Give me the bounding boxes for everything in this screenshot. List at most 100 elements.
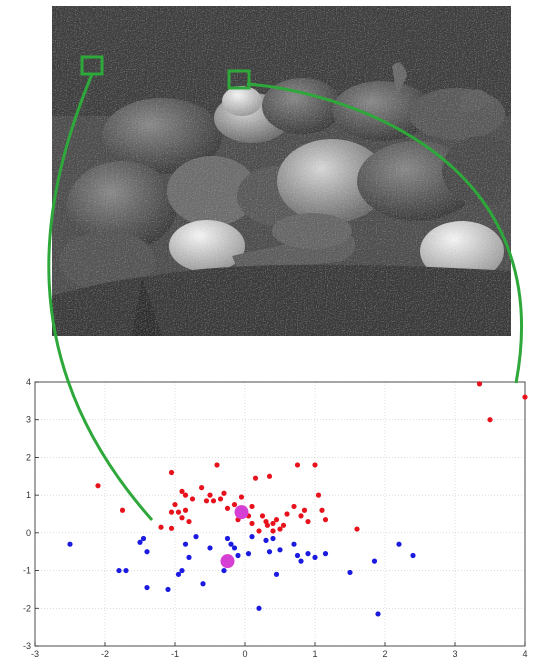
data-point-series-2 — [396, 541, 402, 547]
data-point-series-1 — [168, 525, 175, 531]
data-point-series-1 — [182, 492, 189, 498]
data-point-series-2 — [291, 541, 297, 547]
data-point-series-2 — [245, 551, 252, 557]
x-tick-label: 3 — [452, 649, 457, 659]
peppers-illustration — [52, 6, 511, 336]
data-point-series-1 — [476, 381, 483, 387]
data-point-series-3 — [234, 505, 249, 520]
data-point-series-2 — [298, 558, 304, 564]
data-point-series-1 — [252, 475, 259, 481]
data-point-series-1 — [158, 524, 164, 530]
x-tick-label: -3 — [31, 649, 39, 659]
data-point-series-1 — [280, 522, 287, 528]
data-point-series-1 — [266, 473, 273, 479]
data-point-series-1 — [168, 469, 175, 476]
data-point-series-1 — [291, 503, 297, 510]
data-point-series-1 — [270, 528, 276, 534]
data-point-series-2 — [179, 567, 185, 574]
data-point-series-1 — [179, 515, 185, 521]
data-point-series-1 — [322, 517, 329, 523]
y-tick-label: 2 — [26, 452, 31, 462]
data-point-series-1 — [179, 488, 185, 494]
data-point-series-1 — [298, 513, 304, 519]
y-tick-label: -3 — [23, 641, 31, 651]
data-point-series-2 — [231, 545, 238, 551]
data-point-series-2 — [182, 541, 189, 547]
y-tick-label: 3 — [26, 415, 31, 425]
y-tick-label: -1 — [23, 566, 31, 576]
data-point-series-2 — [277, 547, 283, 553]
data-point-series-2 — [175, 571, 182, 577]
data-point-series-1 — [207, 492, 213, 498]
x-tick-label: -2 — [101, 649, 109, 659]
data-point-series-1 — [354, 526, 360, 532]
data-point-series-1 — [189, 496, 196, 502]
data-point-series-1 — [301, 507, 308, 513]
data-point-series-1 — [186, 518, 192, 525]
data-point-series-2 — [235, 552, 241, 559]
data-point-series-1 — [273, 517, 280, 523]
x-tick-label: 1 — [312, 649, 317, 659]
plot-area — [35, 382, 525, 646]
data-point-series-1 — [259, 513, 266, 519]
data-point-series-2 — [263, 537, 269, 543]
x-tick-label: -1 — [171, 649, 179, 659]
data-point-series-2 — [312, 554, 318, 560]
data-point-series-2 — [305, 551, 311, 557]
data-point-series-1 — [264, 522, 270, 528]
x-tick-label: 2 — [382, 649, 387, 659]
data-point-series-1 — [238, 494, 245, 500]
data-point-series-2 — [249, 534, 255, 540]
data-point-series-1 — [95, 483, 101, 489]
data-point-series-2 — [200, 581, 206, 587]
data-point-series-2 — [186, 554, 192, 560]
data-point-series-1 — [168, 509, 175, 515]
data-point-series-2 — [207, 545, 213, 551]
scatter-plot: -3 -2 -1 0 1 2 3 4 -3 -2 -1 0 1 2 3 4 — [0, 370, 539, 662]
data-point-series-1 — [256, 528, 262, 534]
scatter-plot-svg: -3 -2 -1 0 1 2 3 4 -3 -2 -1 0 1 2 3 4 — [23, 377, 528, 659]
data-point-series-2 — [270, 535, 276, 542]
data-point-series-1 — [231, 501, 238, 508]
data-point-series-1 — [175, 509, 182, 515]
data-point-series-1 — [305, 518, 311, 525]
data-point-series-1 — [277, 526, 283, 532]
data-point-series-2 — [144, 584, 150, 591]
data-point-series-2 — [273, 571, 280, 577]
y-tick-label: 0 — [26, 528, 31, 538]
data-point-series-1 — [203, 498, 210, 504]
data-point-series-1 — [522, 394, 528, 400]
data-point-series-2 — [256, 605, 262, 611]
data-point-series-1 — [210, 498, 217, 504]
data-point-series-1 — [217, 496, 224, 502]
data-point-series-1 — [214, 462, 220, 468]
data-point-series-2 — [140, 535, 147, 542]
data-point-series-2 — [294, 552, 301, 559]
data-point-series-2 — [371, 558, 378, 564]
data-point-series-2 — [165, 586, 171, 593]
data-point-series-1 — [249, 520, 255, 527]
data-point-series-1 — [182, 507, 189, 513]
data-point-series-1 — [312, 462, 318, 468]
data-point-series-1 — [315, 492, 322, 498]
data-point-series-2 — [123, 567, 129, 574]
x-tick-label: 0 — [242, 649, 247, 659]
data-point-series-1 — [487, 417, 493, 423]
data-point-series-2 — [322, 551, 329, 557]
data-point-series-1 — [221, 490, 227, 496]
data-point-series-1 — [224, 505, 231, 511]
data-point-series-1 — [249, 503, 255, 510]
data-point-series-2 — [375, 611, 381, 617]
data-point-series-2 — [410, 552, 416, 559]
data-point-series-2 — [228, 541, 234, 547]
data-point-series-1 — [270, 520, 276, 527]
data-point-series-2 — [224, 535, 231, 542]
x-tick-label: 4 — [522, 649, 527, 659]
data-point-series-2 — [144, 549, 150, 555]
data-point-series-1 — [119, 507, 126, 513]
data-point-series-1 — [319, 507, 325, 513]
data-point-series-1 — [172, 501, 178, 508]
data-point-series-2 — [221, 567, 227, 574]
y-tick-label: 1 — [26, 490, 31, 500]
y-tick-label: -2 — [23, 603, 31, 613]
